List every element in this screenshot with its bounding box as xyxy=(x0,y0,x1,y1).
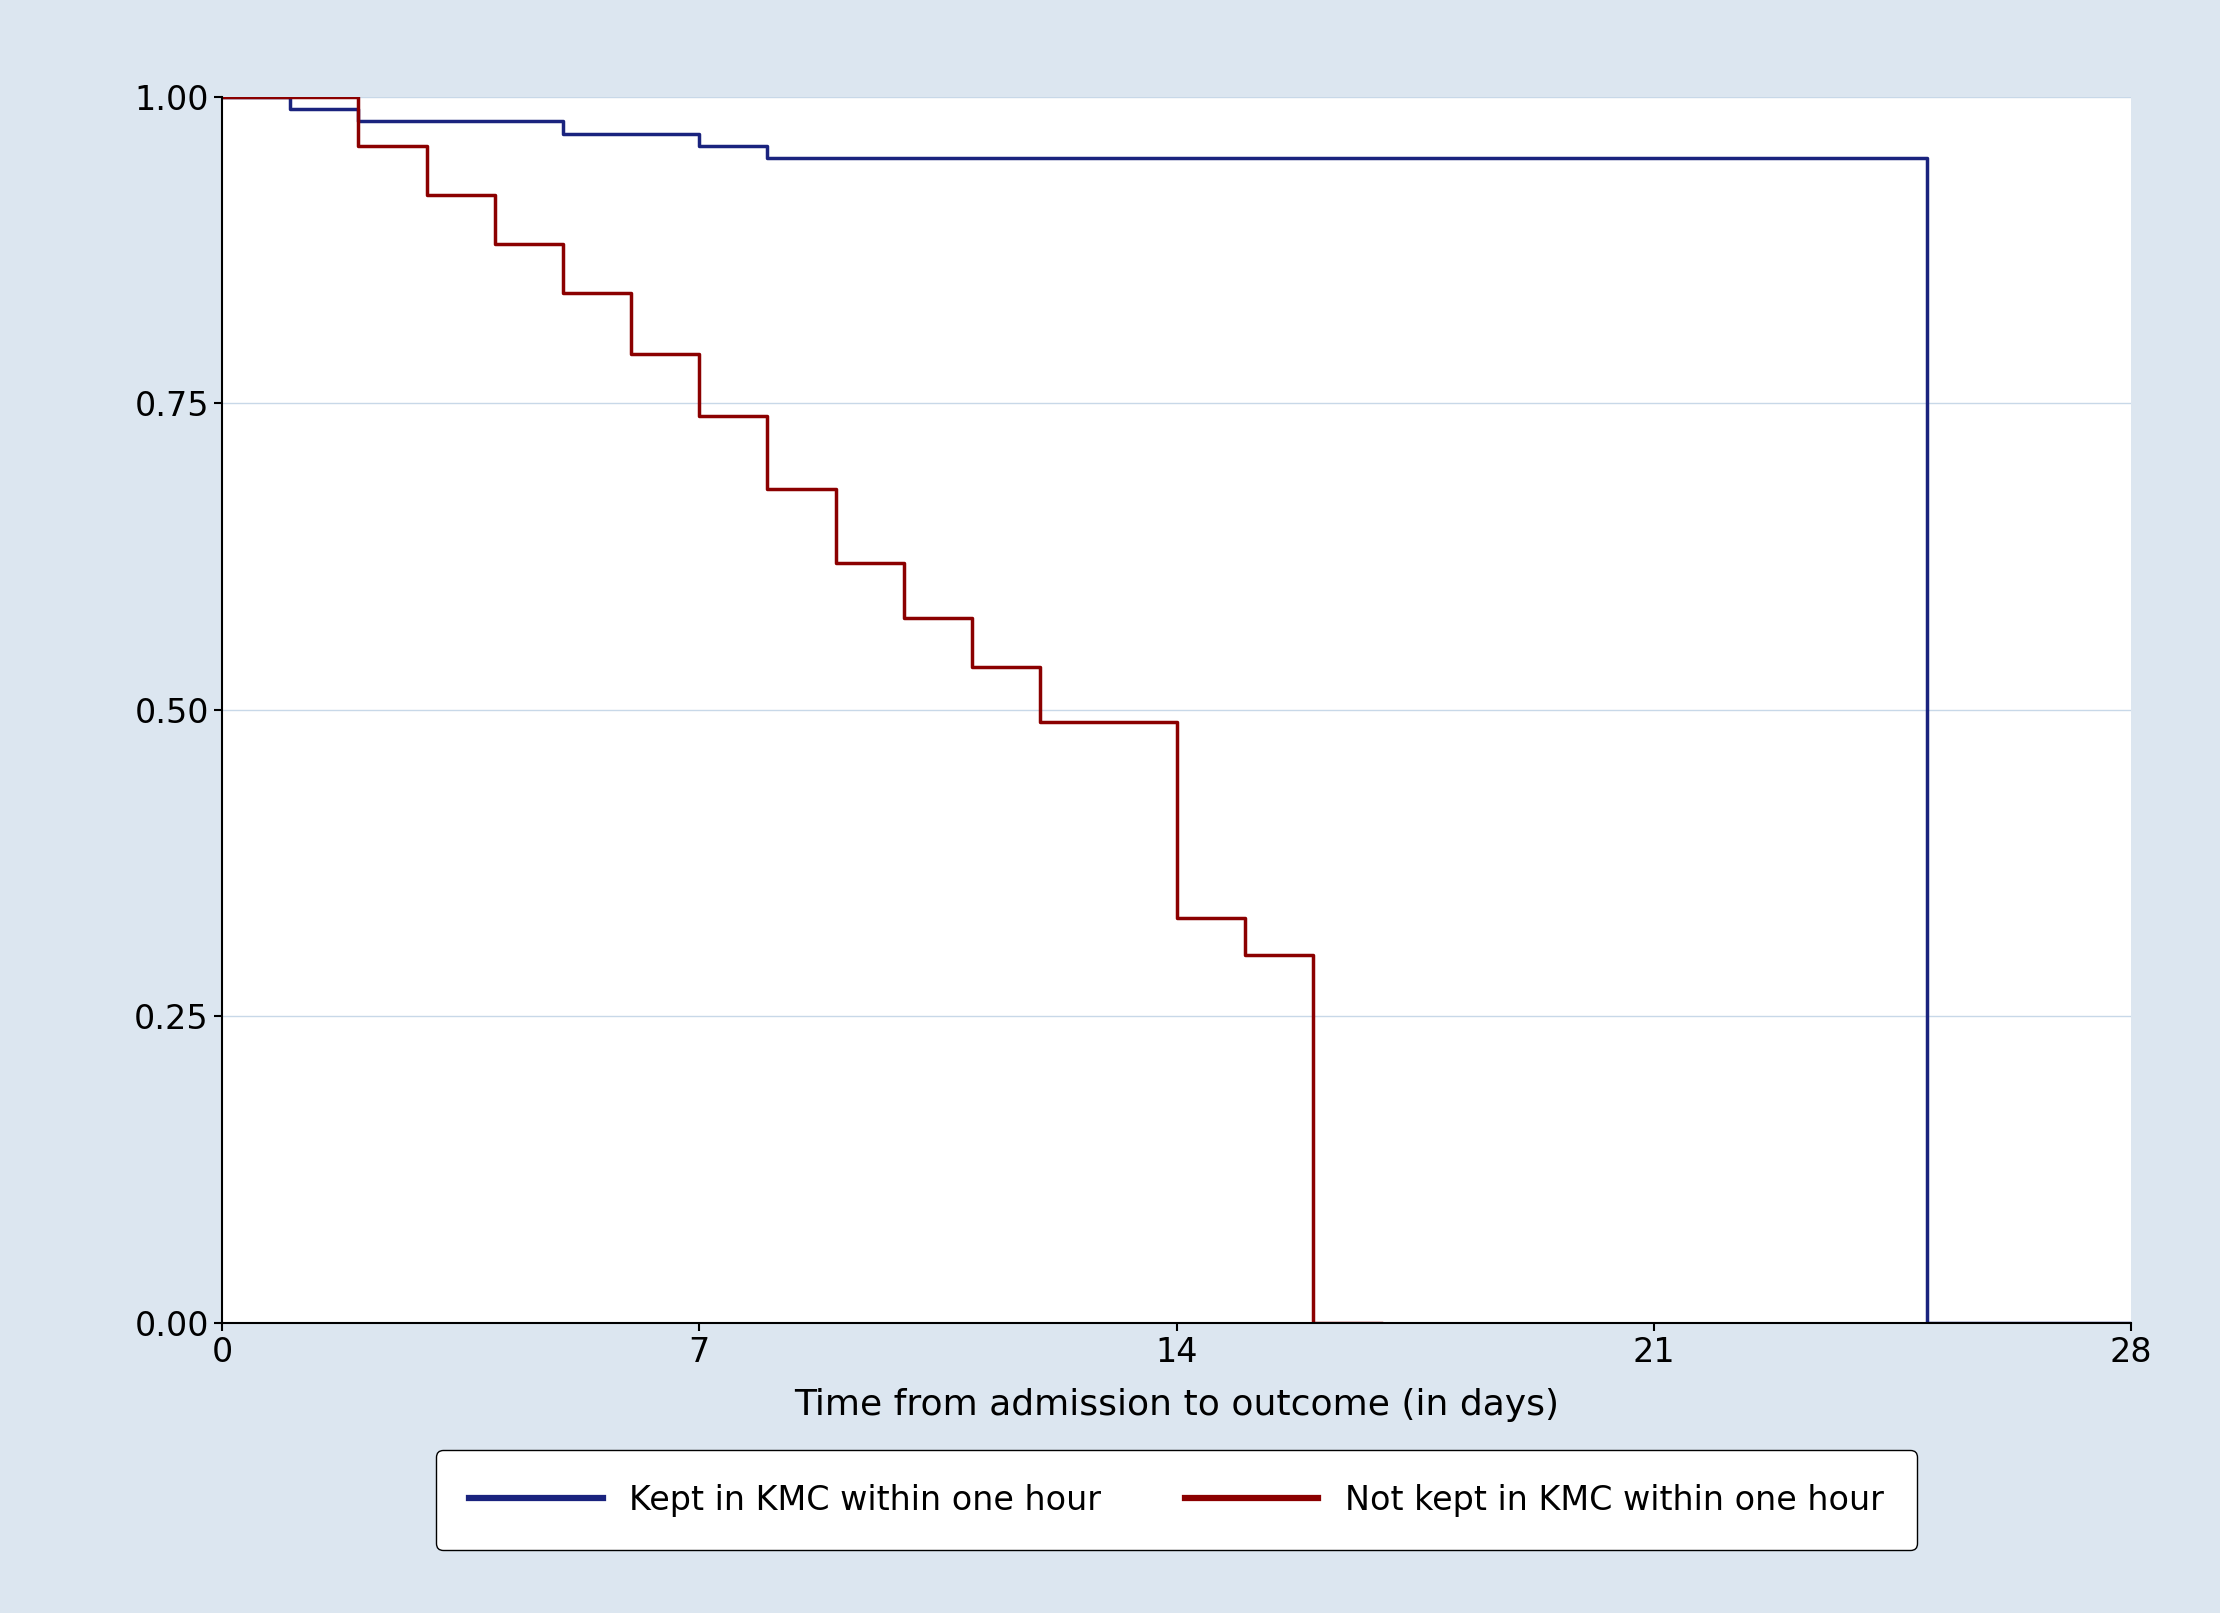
Legend: Kept in KMC within one hour, Not kept in KMC within one hour: Kept in KMC within one hour, Not kept in… xyxy=(435,1450,1918,1550)
X-axis label: Time from admission to outcome (in days): Time from admission to outcome (in days) xyxy=(795,1389,1558,1423)
